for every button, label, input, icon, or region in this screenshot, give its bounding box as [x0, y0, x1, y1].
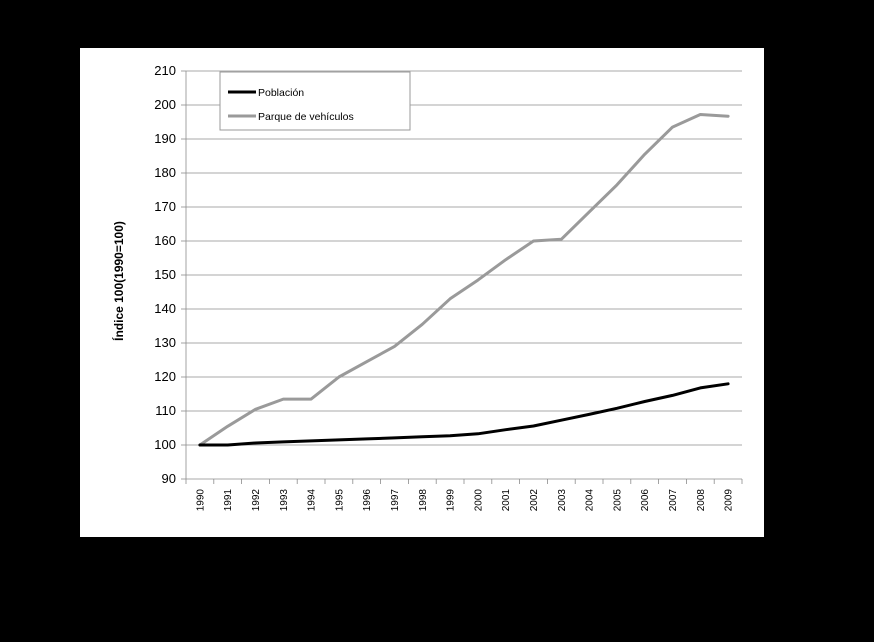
x-tick-label: 2009: [724, 489, 735, 512]
line-chart: 90 100 110 120 130 140 150 160 170 180 190 200 210 1…: [111, 63, 743, 512]
series-line-poblaci-n: [198, 382, 730, 447]
y-tick-label: 180: [154, 165, 176, 180]
chart-panel: 90 100 110 120 130 140 150 160 170 180 190 200 210 1…: [80, 48, 764, 537]
x-tick-label: 2000: [473, 489, 484, 512]
x-tick-label: 1993: [279, 489, 290, 512]
x-axis: 1990 1991 1992 1993 1994 1995 1996 1997 1998 1999…: [185, 479, 743, 512]
legend-label: Parque de vehículos: [258, 111, 354, 123]
x-tick-label: 2006: [640, 489, 651, 512]
x-tick-label: 1991: [223, 489, 234, 512]
x-tick-label: 1999: [446, 489, 457, 512]
y-tick-label: 190: [154, 131, 176, 146]
y-tick-label: 110: [155, 403, 176, 418]
x-tick-label: 2002: [529, 489, 540, 512]
y-tick-label: 130: [154, 335, 176, 350]
x-tick-label: 2001: [501, 489, 512, 512]
x-tick-label: 2008: [696, 489, 707, 512]
legend: Población Parque de vehículos: [219, 71, 411, 131]
y-axis-label: Índice 100(1990=100): [111, 221, 126, 341]
y-tick-label: 100: [154, 437, 176, 452]
x-tick-label: 1997: [390, 489, 401, 512]
x-tick-label: 2004: [585, 489, 596, 512]
series-lines: [198, 113, 730, 447]
x-tick-label: 1995: [334, 489, 345, 512]
y-tick-label: 140: [154, 301, 176, 316]
y-tick-label: 150: [154, 267, 176, 282]
y-tick-label: 90: [162, 471, 176, 486]
y-tick-label: 120: [154, 369, 176, 384]
y-tick-label: 160: [154, 233, 176, 248]
x-tick-label: 1990: [195, 489, 206, 512]
x-tick-label: 1992: [251, 489, 262, 512]
legend-box: [219, 71, 411, 131]
x-tick-label: 2007: [668, 489, 679, 512]
y-tick-label: 210: [154, 63, 176, 78]
legend-label: Población: [258, 87, 304, 99]
y-tick-label: 170: [154, 199, 176, 214]
x-tick-label: 1996: [362, 489, 373, 512]
x-tick-label: 1994: [307, 489, 318, 512]
x-tick-label: 2005: [612, 489, 623, 512]
y-axis: 90 100 110 120 130 140 150 160 170 180 190 200 210: [154, 63, 187, 486]
y-tick-label: 200: [154, 97, 176, 112]
series-line-parque-de-veh-culos: [198, 113, 730, 447]
gridlines: [186, 70, 742, 480]
x-tick-label: 1998: [418, 489, 429, 512]
x-tick-label: 2003: [557, 489, 568, 512]
